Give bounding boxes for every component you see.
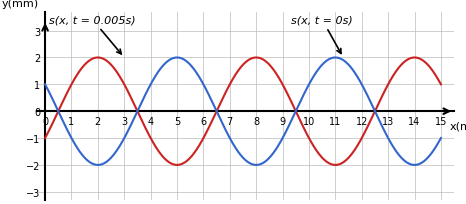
Y-axis label: y(mm): y(mm) <box>2 0 39 9</box>
X-axis label: x(m): x(m) <box>449 121 466 131</box>
Text: s(x, t = 0.005s): s(x, t = 0.005s) <box>49 16 136 55</box>
Text: s(x, t = 0s): s(x, t = 0s) <box>291 16 353 54</box>
